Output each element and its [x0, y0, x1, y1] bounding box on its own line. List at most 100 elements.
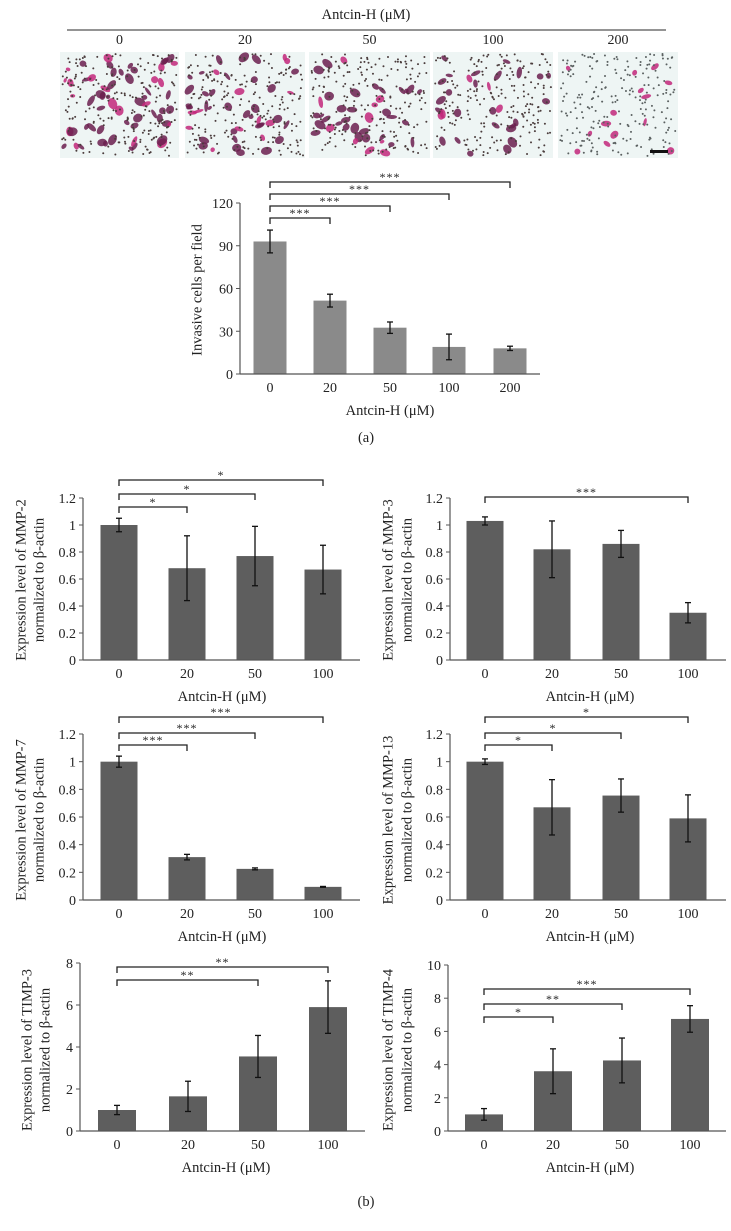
stained-cell [470, 70, 481, 77]
pore-dot [111, 84, 114, 87]
stained-cell [322, 58, 333, 69]
y-tick-label: 0.6 [59, 811, 77, 826]
pore-dot [407, 92, 410, 95]
pore-dot [133, 68, 136, 71]
pore-dot [226, 94, 229, 97]
pore-dot [652, 152, 655, 155]
pore-dot [258, 96, 261, 99]
pore-dot [579, 103, 582, 106]
stained-cell [574, 148, 581, 155]
pore-dot [620, 153, 623, 156]
pore-dot [513, 53, 516, 56]
pore-dot [483, 122, 486, 125]
y-tick-label: 0 [66, 1125, 73, 1140]
significance-bracket: * [484, 733, 553, 751]
pore-dot [381, 135, 384, 138]
pore-dot [398, 117, 401, 120]
stained-cell [156, 135, 168, 146]
pore-dot [482, 154, 485, 157]
pore-dot [512, 110, 515, 113]
pore-dot [204, 130, 207, 133]
pore-dot [241, 141, 244, 144]
pore-dot [252, 105, 255, 108]
pore-dot [375, 141, 378, 144]
pore-dot [375, 94, 378, 97]
stained-cell [352, 138, 359, 145]
pore-dot [630, 87, 633, 90]
pore-dot [163, 112, 166, 115]
pore-dot [219, 61, 222, 64]
pore-dot [626, 60, 629, 63]
pore-dot [147, 129, 150, 132]
pore-dot [489, 146, 492, 149]
pore-dot [154, 122, 157, 125]
pore-dot [590, 98, 593, 101]
pore-dot [661, 57, 664, 60]
pore-dot [145, 105, 148, 108]
pore-dot [409, 102, 412, 105]
pore-dot [274, 94, 277, 97]
pore-dot [351, 143, 354, 146]
pore-dot [496, 149, 499, 152]
pore-dot [392, 147, 395, 150]
pore-dot [504, 153, 507, 156]
pore-dot [644, 98, 647, 101]
pore-dot [103, 85, 106, 88]
y-tick-label: 8 [66, 957, 73, 972]
pore-dot [328, 140, 331, 143]
x-tick-label: 0 [481, 1138, 488, 1153]
pore-dot [250, 113, 253, 116]
pore-dot [451, 101, 454, 104]
stained-cell [439, 136, 446, 146]
pore-dot [630, 130, 633, 133]
pore-dot [278, 149, 281, 152]
pore-dot [500, 92, 503, 95]
pore-dot [582, 140, 585, 143]
stained-cell [417, 89, 423, 95]
stained-cell [502, 59, 511, 64]
bar-0 [100, 525, 138, 660]
pore-dot [487, 53, 490, 56]
pore-dot [280, 98, 283, 101]
pore-dot [77, 85, 80, 88]
pore-dot [504, 96, 507, 99]
pore-dot [663, 121, 666, 124]
pore-dot [75, 149, 78, 152]
pore-dot [475, 88, 478, 91]
pore-dot [476, 99, 479, 102]
pore-dot [579, 144, 582, 147]
pore-dot [516, 111, 519, 114]
pore-dot [537, 82, 540, 85]
pore-dot [434, 82, 437, 85]
micrograph-label: 50 [363, 33, 377, 48]
pore-dot [142, 86, 145, 89]
stained-cell [335, 121, 343, 126]
pore-dot [466, 100, 469, 103]
pore-dot [147, 61, 150, 64]
pore-dot [204, 55, 207, 58]
stained-cell [251, 54, 262, 64]
pore-dot [652, 64, 655, 67]
stained-cell [364, 112, 374, 123]
pore-dot [537, 121, 540, 124]
significance-label: *** [576, 485, 597, 499]
pore-dot [81, 56, 84, 59]
pore-dot [528, 131, 531, 134]
pore-dot [197, 107, 200, 110]
pore-dot [366, 137, 369, 140]
pore-dot [469, 58, 472, 61]
pore-dot [210, 137, 213, 140]
stained-cell [506, 124, 517, 133]
stained-cell [310, 129, 321, 136]
pore-dot [147, 133, 150, 136]
pore-dot [603, 115, 606, 118]
pore-dot [341, 133, 344, 136]
pore-dot [562, 82, 565, 85]
pore-dot [146, 148, 149, 151]
pore-dot [548, 109, 551, 112]
pore-dot [107, 145, 110, 148]
pore-dot [94, 94, 97, 97]
pore-dot [71, 95, 74, 98]
pore-dot [229, 109, 232, 112]
pore-dot [591, 56, 594, 59]
